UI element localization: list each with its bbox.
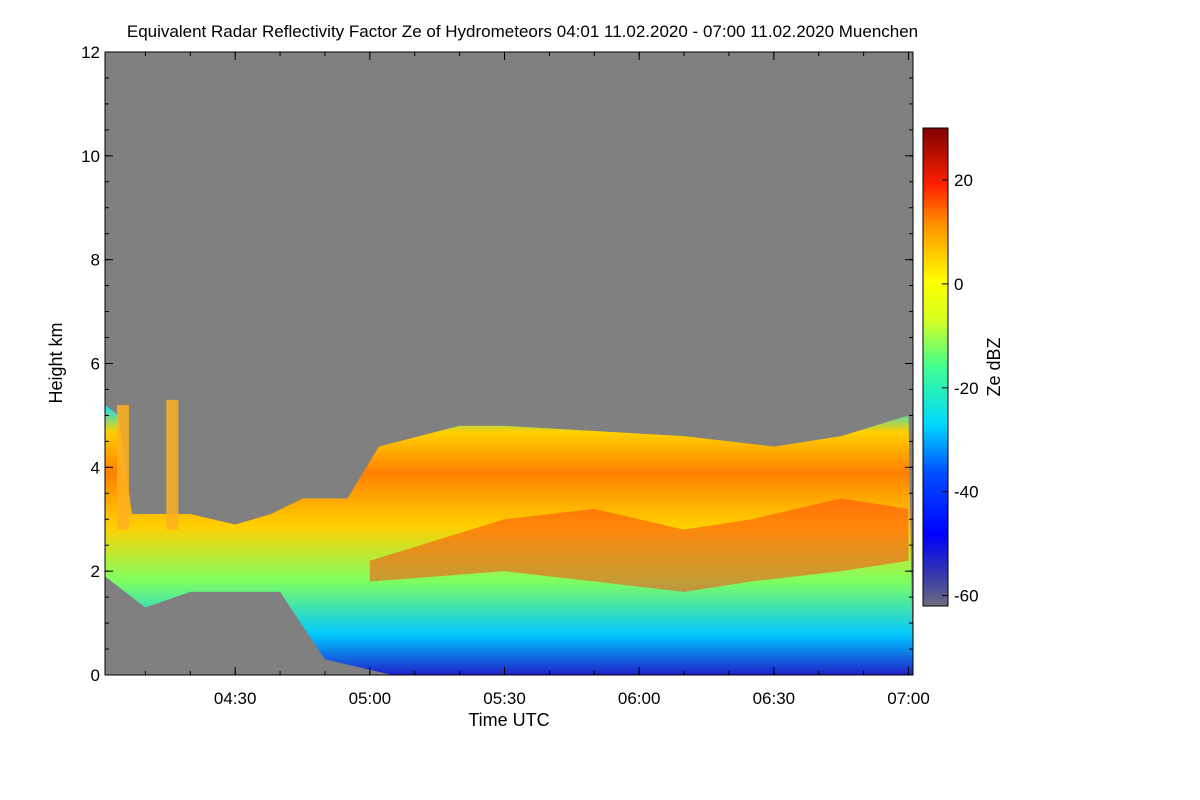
- x-axis: 04:30 05:00 05:30 06:00 06:30 07:00: [144, 52, 930, 708]
- colorbar-tick-label: 20: [954, 171, 973, 190]
- x-axis-label: Time UTC: [468, 710, 549, 730]
- y-tick-label: 12: [81, 43, 100, 62]
- x-tick-label: 05:00: [349, 689, 392, 708]
- colorbar-tick-label: -40: [954, 483, 979, 502]
- echo-core: [369, 498, 909, 592]
- echo-cell: [166, 399, 179, 530]
- colorbar-tick-label: 0: [954, 275, 963, 294]
- colorbar-label: Ze dBZ: [984, 337, 1004, 396]
- y-tick-label: 2: [91, 562, 100, 581]
- y-tick-label: 4: [91, 458, 100, 477]
- x-tick-label: 06:30: [753, 689, 796, 708]
- colorbar-tick-label: -20: [954, 379, 979, 398]
- x-tick-label: 05:30: [483, 689, 526, 708]
- echo-layer: [105, 399, 913, 675]
- y-tick-label: 8: [91, 251, 100, 270]
- x-tick-label: 07:00: [887, 689, 930, 708]
- chart-title: Equivalent Radar Reflectivity Factor Ze …: [126, 22, 919, 41]
- colorbar-ticks: -60 -40 -20 0 20: [942, 171, 979, 606]
- y-tick-label: 0: [91, 666, 100, 685]
- colorbar: [922, 127, 949, 607]
- y-axis-label: Height km: [46, 322, 66, 403]
- y-tick-label: 6: [91, 355, 100, 374]
- colorbar-tick-label: -60: [954, 587, 979, 606]
- x-tick-label: 06:00: [618, 689, 661, 708]
- y-axis: 0 2 4 6 8 10 12: [81, 43, 913, 685]
- x-tick-label: 04:30: [214, 689, 257, 708]
- echo-cell: [116, 405, 129, 530]
- y-tick-label: 10: [81, 147, 100, 166]
